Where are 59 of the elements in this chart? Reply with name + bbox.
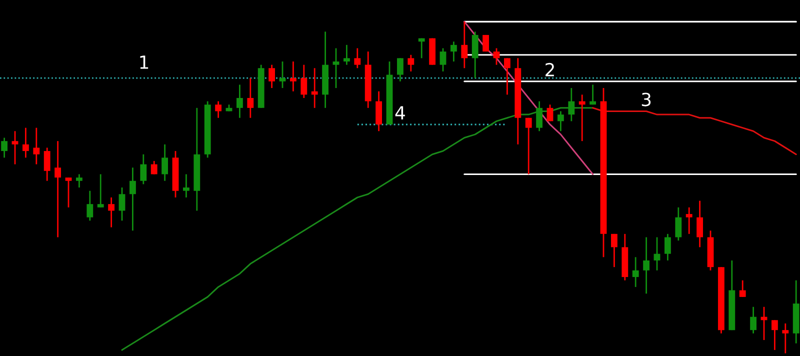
candlestick xyxy=(65,176,72,208)
candlestick xyxy=(108,196,115,228)
candlestick xyxy=(675,206,682,242)
candlestick xyxy=(86,190,94,222)
candlestick xyxy=(654,236,660,272)
candlestick xyxy=(279,60,286,89)
candlestick xyxy=(696,200,704,248)
candlestick xyxy=(97,174,104,208)
candlestick xyxy=(343,44,350,66)
candlestick xyxy=(525,117,532,175)
candlestick xyxy=(236,84,243,119)
candlestick xyxy=(418,38,425,59)
candlestick xyxy=(140,154,147,185)
candlestick xyxy=(354,48,361,69)
candlestick xyxy=(739,280,746,298)
candlestick xyxy=(472,30,478,79)
candlestick xyxy=(118,186,126,222)
candlestick xyxy=(150,160,158,175)
candlestick xyxy=(162,144,168,182)
candlestick xyxy=(22,127,29,158)
candlestick xyxy=(268,64,276,89)
candlestick xyxy=(546,104,554,122)
candlestick xyxy=(290,60,296,92)
series-label: 4 xyxy=(395,106,405,120)
candlestick xyxy=(450,40,457,62)
candlestick xyxy=(1,137,8,158)
candlestick xyxy=(610,233,618,268)
candlestick xyxy=(664,233,671,262)
candlestick xyxy=(215,100,222,119)
ref-line-label: 1 xyxy=(140,56,148,69)
candlestick xyxy=(182,174,190,198)
candlestick xyxy=(782,322,789,354)
candlestick xyxy=(332,48,340,89)
candlestick xyxy=(440,48,446,72)
candlestick xyxy=(750,306,757,334)
candlestick xyxy=(76,174,82,188)
candlestick xyxy=(12,130,18,165)
candlestick xyxy=(493,48,500,66)
candlestick xyxy=(408,54,414,72)
candlestick xyxy=(129,166,136,232)
candlestick xyxy=(376,90,382,132)
candlestick xyxy=(247,77,254,119)
candlestick xyxy=(33,127,40,165)
candlestick xyxy=(54,140,62,238)
candlestick xyxy=(396,57,404,82)
candlestick xyxy=(643,236,650,294)
candlestick xyxy=(771,319,778,351)
series-label: 3 xyxy=(642,92,651,106)
candlestick xyxy=(504,57,510,96)
candlestick xyxy=(590,84,596,106)
candlestick xyxy=(632,256,639,288)
candlestick xyxy=(578,94,586,142)
candlestick xyxy=(686,206,692,235)
candlestick xyxy=(300,64,308,99)
series-label: 2 xyxy=(546,62,554,76)
candlestick xyxy=(311,67,318,109)
candlestick xyxy=(461,21,468,69)
candlestick xyxy=(557,110,564,132)
candlestick xyxy=(44,147,50,182)
